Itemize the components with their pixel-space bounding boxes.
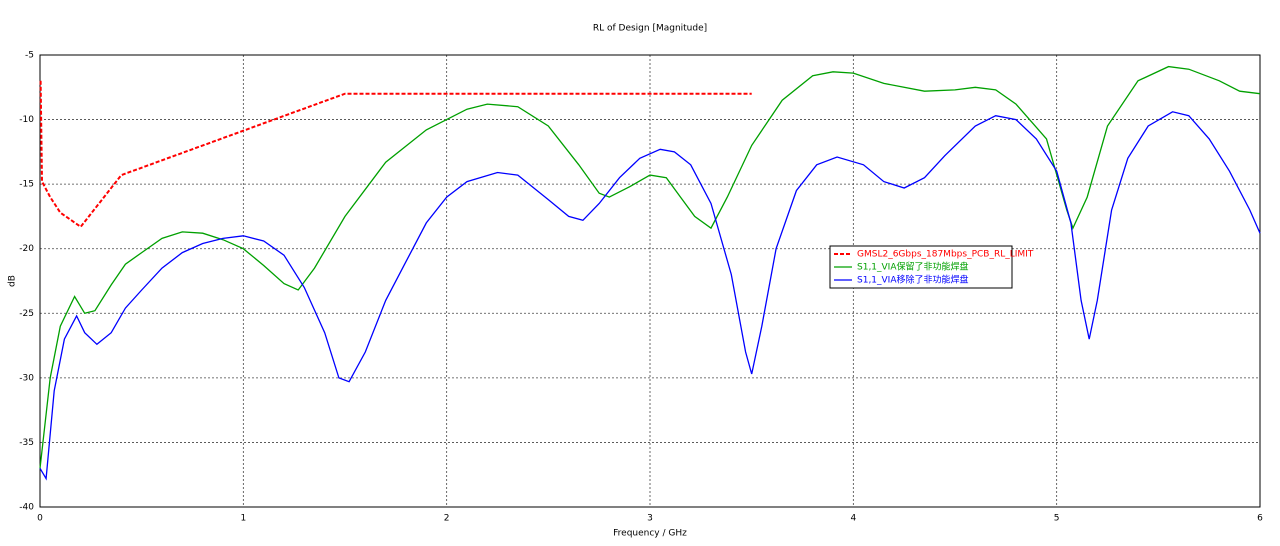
y-tick-label: -10 <box>19 115 34 125</box>
y-tick-label: -40 <box>19 503 34 513</box>
legend-label: GMSL2_6Gbps_187Mbps_PCB_RL_LIMIT <box>857 250 1034 260</box>
plot-frame <box>39 54 1261 508</box>
y-tick-label: -30 <box>19 373 34 383</box>
x-tick-label: 0 <box>37 514 43 524</box>
series-line <box>39 80 752 229</box>
legend-label: S1,1_VIA移除了非功能焊盘 <box>857 274 969 286</box>
y-tick-label: -20 <box>19 244 34 254</box>
y-axis-label: dB <box>8 275 18 287</box>
x-tick-label: 4 <box>850 514 856 524</box>
y-tick-label: -15 <box>19 180 34 190</box>
series-line <box>39 65 1261 469</box>
y-tick-label: -25 <box>19 309 34 319</box>
x-tick-label: 1 <box>240 514 246 524</box>
x-tick-label: 3 <box>647 514 653 524</box>
chart-title: RL of Design [Magnitude] <box>593 24 707 34</box>
y-tick-label: -35 <box>19 438 34 448</box>
legend-label: S1,1_VIA保留了非功能焊盘 <box>857 261 969 273</box>
x-tick-label: 6 <box>1257 514 1263 524</box>
x-axis-label: Frequency / GHz <box>613 529 687 539</box>
y-tick-label: -5 <box>25 51 34 61</box>
series-line <box>39 111 1261 481</box>
x-tick-label: 2 <box>444 514 450 524</box>
legend: GMSL2_6Gbps_187Mbps_PCB_RL_LIMITS1,1_VIA… <box>829 245 1034 289</box>
x-tick-label: 5 <box>1054 514 1060 524</box>
legend-box <box>829 245 1013 289</box>
